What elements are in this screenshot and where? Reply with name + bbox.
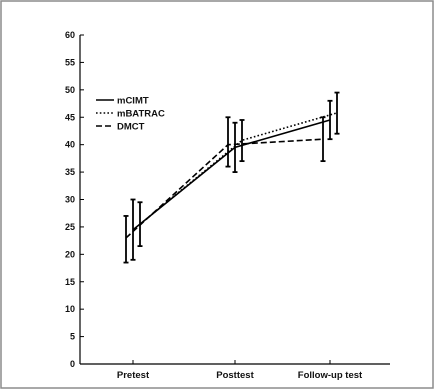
x-category-label: Pretest [117, 370, 150, 381]
x-category-label: Posttest [216, 370, 254, 381]
y-tick-label: 45 [65, 112, 75, 122]
x-axis: Pretest Posttest Follow-up test [80, 360, 390, 381]
y-tick-label: 20 [65, 249, 75, 259]
legend-label-mCIMT: mCIMT [117, 96, 149, 107]
y-axis: 0 5 10 15 20 25 30 35 40 45 50 55 60 [65, 30, 84, 369]
y-tick-label: 40 [65, 140, 75, 150]
y-tick-label: 0 [70, 359, 75, 369]
y-tick-label: 25 [65, 222, 75, 232]
series-line-DMCT [125, 138, 324, 239]
legend: mCIMT mBATRAC DMCT [93, 91, 177, 141]
legend-label-DMCT: DMCT [117, 122, 145, 133]
y-tick-label: 10 [65, 304, 75, 314]
series-DMCT [123, 116, 326, 264]
y-tick-label: 5 [70, 332, 75, 342]
series-line-mBATRAC [139, 112, 338, 225]
series-mBATRAC [137, 91, 340, 248]
y-tick-label: 30 [65, 195, 75, 205]
x-category-label: Follow-up test [298, 370, 363, 381]
y-tick-label: 35 [65, 167, 75, 177]
series-layer [123, 91, 340, 264]
y-tick-label: 55 [65, 57, 75, 67]
y-tick-label: 50 [65, 85, 75, 95]
y-tick-label: 15 [65, 277, 75, 287]
legend-label-mBATRAC: mBATRAC [117, 109, 165, 120]
y-tick-label: 60 [65, 30, 75, 40]
